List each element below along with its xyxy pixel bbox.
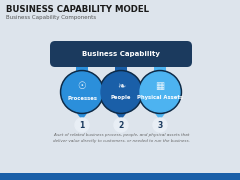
Polygon shape <box>75 111 89 120</box>
Circle shape <box>114 118 128 132</box>
Text: ▦: ▦ <box>155 81 165 91</box>
Text: 3: 3 <box>157 120 163 129</box>
Text: Business Capability: Business Capability <box>82 51 160 57</box>
Polygon shape <box>115 62 127 73</box>
Circle shape <box>60 71 103 114</box>
Text: Physical Assets: Physical Assets <box>137 96 183 100</box>
Text: 1: 1 <box>79 120 85 129</box>
Circle shape <box>76 118 89 132</box>
Circle shape <box>114 118 127 132</box>
Circle shape <box>153 118 167 132</box>
Circle shape <box>62 72 102 112</box>
Text: ❧: ❧ <box>117 81 125 91</box>
Polygon shape <box>154 62 166 73</box>
Circle shape <box>154 118 167 132</box>
Circle shape <box>75 118 89 132</box>
Circle shape <box>100 71 143 114</box>
Text: Processes: Processes <box>67 96 97 100</box>
Text: People: People <box>111 96 131 100</box>
Text: A set of related business process, people, and physical assets that
deliver valu: A set of related business process, peopl… <box>53 133 189 143</box>
Circle shape <box>101 72 141 112</box>
Polygon shape <box>153 111 167 120</box>
Polygon shape <box>76 62 88 73</box>
FancyBboxPatch shape <box>50 41 192 67</box>
Polygon shape <box>114 111 128 120</box>
Text: BUSINESS CAPABILITY MODEL: BUSINESS CAPABILITY MODEL <box>6 5 149 14</box>
Text: Business Capability Components: Business Capability Components <box>6 15 96 20</box>
Circle shape <box>138 71 181 114</box>
Text: ☉: ☉ <box>78 81 86 91</box>
FancyBboxPatch shape <box>0 173 240 180</box>
Text: 2: 2 <box>118 120 124 129</box>
Circle shape <box>140 72 180 112</box>
